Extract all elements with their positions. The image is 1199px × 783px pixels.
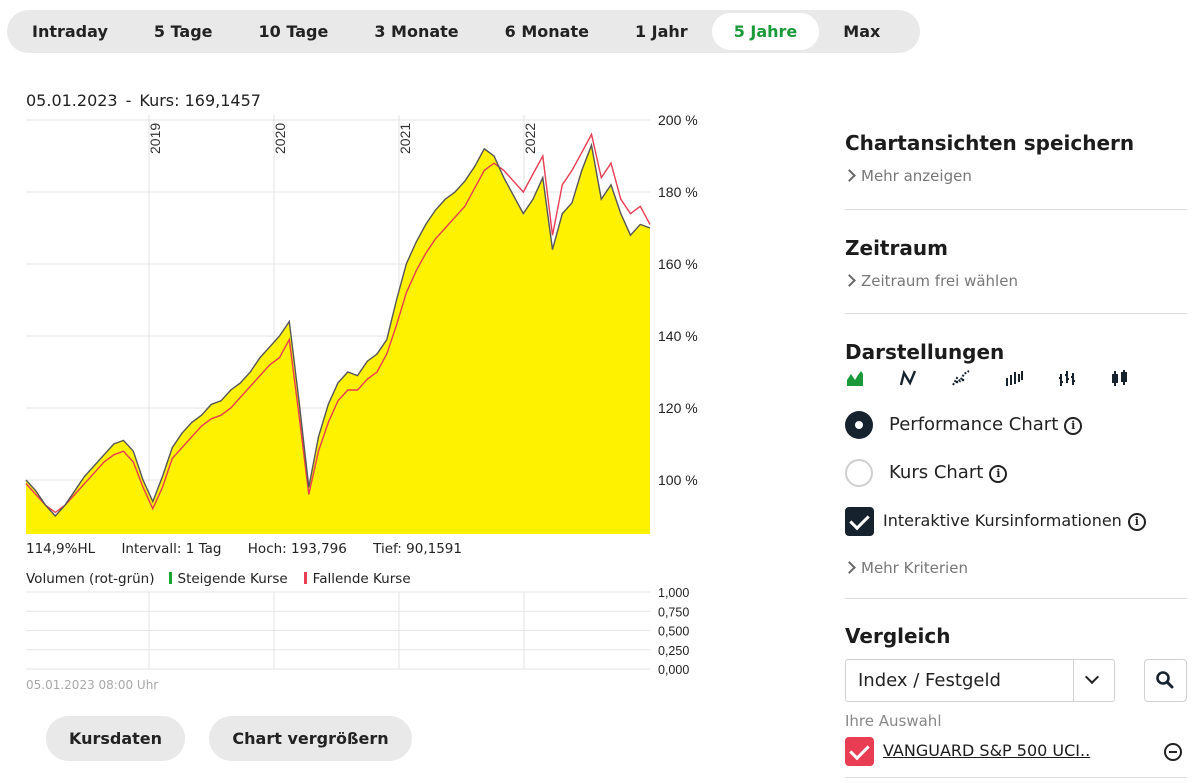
compare-series-line [25,132,651,514]
save-views-title: Chartansichten speichern [845,131,1135,155]
tab-1-jahr[interactable]: 1 Jahr [634,22,688,41]
falling-marker [303,572,307,584]
x-year-label: 2021 [397,123,413,154]
divider [845,209,1187,210]
display-type-icons [845,368,1163,388]
select-divider [1073,660,1074,701]
line-chart-icon[interactable] [898,368,918,388]
compare-section: Vergleich [845,624,1187,648]
volume-tick-label: 0,500 [658,625,689,639]
kurs-chart-label: Kurs Chart [889,462,984,483]
volume-chart: 1,000 0,750 0,500 0,250 0,000 [26,586,689,677]
bar-chart-icon[interactable] [1004,368,1024,388]
volume-label: Volumen (rot-grün) [26,571,155,587]
compare-select[interactable]: Index / Festgeld [845,659,1115,702]
period-title: Zeitraum [845,236,948,260]
y-tick-label: 140 % [658,328,698,344]
falling-label: Fallende Kurse [312,571,411,587]
tab-intraday[interactable]: Intraday [32,22,108,41]
chevron-right-icon [843,169,856,182]
your-selection-label: Ihre Auswahl [845,712,942,730]
volume-tick-label: 0,750 [658,605,689,619]
interactive-info-label: Interaktive Kursinformationen [883,511,1122,530]
tab-max[interactable]: Max [843,22,881,41]
tab-5-jahre[interactable]: 5 Jahre [711,13,820,50]
save-views-more-label: Mehr anzeigen [861,167,972,185]
price-date: 05.01.2023 [26,91,118,110]
price-separator: - [125,91,132,110]
compare-search-button[interactable] [1144,659,1187,702]
tab-3-monate[interactable]: 3 Monate [374,22,459,41]
y-tick-label: 120 % [658,400,698,416]
performance-area [26,145,650,534]
tab-6-monate[interactable]: 6 Monate [504,22,589,41]
performance-chart-option: Performance Chart i [889,414,1083,435]
stat-low: Tief: 90,1591 [373,541,462,557]
mountain-chart-icon[interactable] [845,368,865,388]
save-views-section: Chartansichten speichern Mehr anzeigen [843,131,1187,185]
volume-legend: Volumen (rot-grün) Steigende Kurse Fallend… [26,571,411,587]
search-icon [1156,671,1174,689]
compare-title: Vergleich [845,624,951,648]
chevron-right-icon [843,561,856,574]
price-value: Kurs: 169,1457 [139,91,261,110]
display-section: Darstellungen [845,340,1187,364]
kurs-chart-radio[interactable] [845,459,873,487]
divider [845,777,1187,778]
dotted-line-chart-icon[interactable] [951,368,971,388]
display-title: Darstellungen [845,340,1005,364]
chart-stats: 114,9%HL Intervall: 1 Tag Hoch: 193,796 … [26,541,484,557]
info-icon[interactable]: i [989,465,1008,483]
interactive-info-option: Interaktive Kursinformationen i [883,511,1146,531]
volume-tick-label: 0,000 [658,663,689,677]
rising-marker [168,572,172,584]
period-free-label: Zeitraum frei wählen [861,272,1018,290]
tab-10-tage[interactable]: 10 Tage [258,22,329,41]
performance-chart-radio[interactable] [845,411,873,439]
divider [845,313,1187,314]
remove-circle-icon[interactable] [1164,743,1182,761]
period-free-link[interactable]: Zeitraum frei wählen [843,272,1187,290]
volume-tick-label: 0,250 [658,644,689,658]
interactive-info-checkbox[interactable] [845,507,874,536]
stat-hl: 114,9%HL [26,541,96,557]
performance-chart-label: Performance Chart [889,414,1059,435]
y-tick-label: 100 % [658,472,698,488]
chevron-down-icon [1084,669,1100,685]
performance-chart[interactable]: 200 % 180 % 160 % 140 % 120 % 100 % 2019 2020 20… [0,110,720,540]
timeframe-tabs: Intraday 5 Tage 10 Tage 3 Monate 6 Monat… [7,10,920,53]
y-tick-label: 180 % [658,184,698,200]
volume-tick-label: 1,000 [658,586,689,600]
more-criteria-link[interactable]: Mehr Kriterien [843,559,1187,577]
chevron-right-icon [843,274,856,287]
compare-item-link[interactable]: VANGUARD S&P 500 UCI.. [883,741,1091,760]
stat-high: Hoch: 193,796 [247,541,347,557]
x-year-label: 2022 [522,123,538,154]
save-views-more-link[interactable]: Mehr anzeigen [843,167,1187,185]
divider [845,598,1187,599]
kursdaten-button[interactable]: Kursdaten [46,716,185,761]
y-tick-label: 200 % [658,112,698,128]
ohlc-chart-icon[interactable] [1057,368,1077,388]
chart-enlarge-button[interactable]: Chart vergrößern [209,716,412,761]
price-info-line: 05.01.2023- Kurs: 169,1457 [26,91,261,110]
compare-select-value: Index / Festgeld [858,670,1001,691]
chart-timestamp: 05.01.2023 08:00 Uhr [26,678,159,692]
info-icon[interactable]: i [1127,513,1146,531]
stat-interval: Intervall: 1 Tag [121,541,222,557]
compare-item-checkbox[interactable] [845,737,874,766]
x-year-label: 2019 [147,123,163,154]
kurs-chart-option: Kurs Chart i [889,462,1008,483]
period-section: Zeitraum Zeitraum frei wählen [843,236,1187,290]
more-criteria-label: Mehr Kriterien [861,559,968,577]
tab-5-tage[interactable]: 5 Tage [153,22,213,41]
x-year-label: 2020 [272,123,288,154]
rising-label: Steigende Kurse [177,571,288,587]
info-icon[interactable]: i [1064,417,1083,435]
y-tick-label: 160 % [658,256,698,272]
candlestick-chart-icon[interactable] [1110,368,1130,388]
